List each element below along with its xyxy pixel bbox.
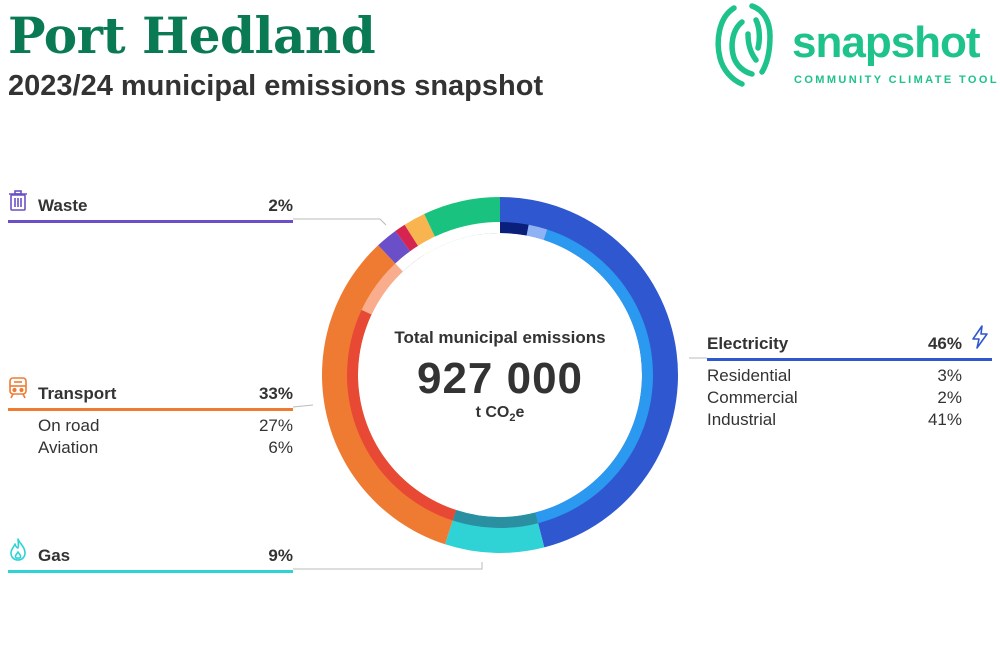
inner-slice-residential [500, 222, 529, 236]
logo-wordmark: snapshot [792, 18, 981, 67]
page-title: Port Hedland [8, 6, 376, 65]
total-emissions-value: 927 000 [416, 354, 584, 403]
outer-slice-electricity [500, 197, 678, 548]
inner-slice-aviation [361, 263, 403, 315]
waste-label: Waste [38, 196, 88, 215]
transport-sub-aviation: Aviation 6% [38, 438, 293, 457]
train-icon [9, 377, 27, 399]
snapshot-logo: snapshot COMMUNITY CLIMATE TOOL [712, 0, 1000, 92]
electricity-underline [707, 358, 992, 361]
trash-icon [9, 190, 27, 211]
inner-slice-industrial [535, 229, 654, 524]
inner-slice-on-road [346, 309, 457, 521]
center-caption: Total municipal emissions [394, 328, 606, 347]
fingerprint-icon [715, 3, 773, 87]
inner-slice-segment-6 [395, 222, 500, 272]
waste-underline [8, 220, 293, 223]
lightning-icon [972, 325, 988, 349]
electricity-label: Electricity [707, 334, 789, 353]
waste-percent: 2% [268, 196, 293, 215]
gas-percent: 9% [268, 546, 293, 565]
logo-tagline: COMMUNITY CLIMATE TOOL [794, 74, 999, 86]
transport-sub-on-road: On road 27% [38, 416, 293, 435]
transport-label: Transport [38, 384, 117, 403]
category-gas: Gas 9% [8, 538, 293, 576]
category-transport: Transport 33% On road 27% Aviation 6% [8, 377, 293, 464]
category-electricity: Electricity 46% Residential 3% Commercia… [707, 325, 992, 434]
flame-icon [10, 538, 26, 561]
inner-slice-segment-3 [452, 510, 539, 528]
electricity-sub-commercial: Commercial 2% [707, 388, 962, 407]
gas-label: Gas [38, 546, 71, 565]
electricity-sub-industrial: Industrial 41% [707, 410, 962, 429]
outer-slice-transport [321, 245, 457, 545]
electricity-sub-residential: Residential 3% [707, 366, 962, 385]
transport-percent: 33% [258, 384, 293, 403]
category-waste: Waste 2% [8, 190, 293, 226]
page-subtitle: 2023/24 municipal emissions snapshot [8, 70, 544, 102]
transport-underline [8, 408, 293, 411]
gas-underline [8, 570, 293, 573]
inner-slice-commercial [526, 224, 548, 240]
emissions-unit: t CO2e [475, 404, 525, 425]
electricity-percent: 46% [927, 334, 962, 353]
